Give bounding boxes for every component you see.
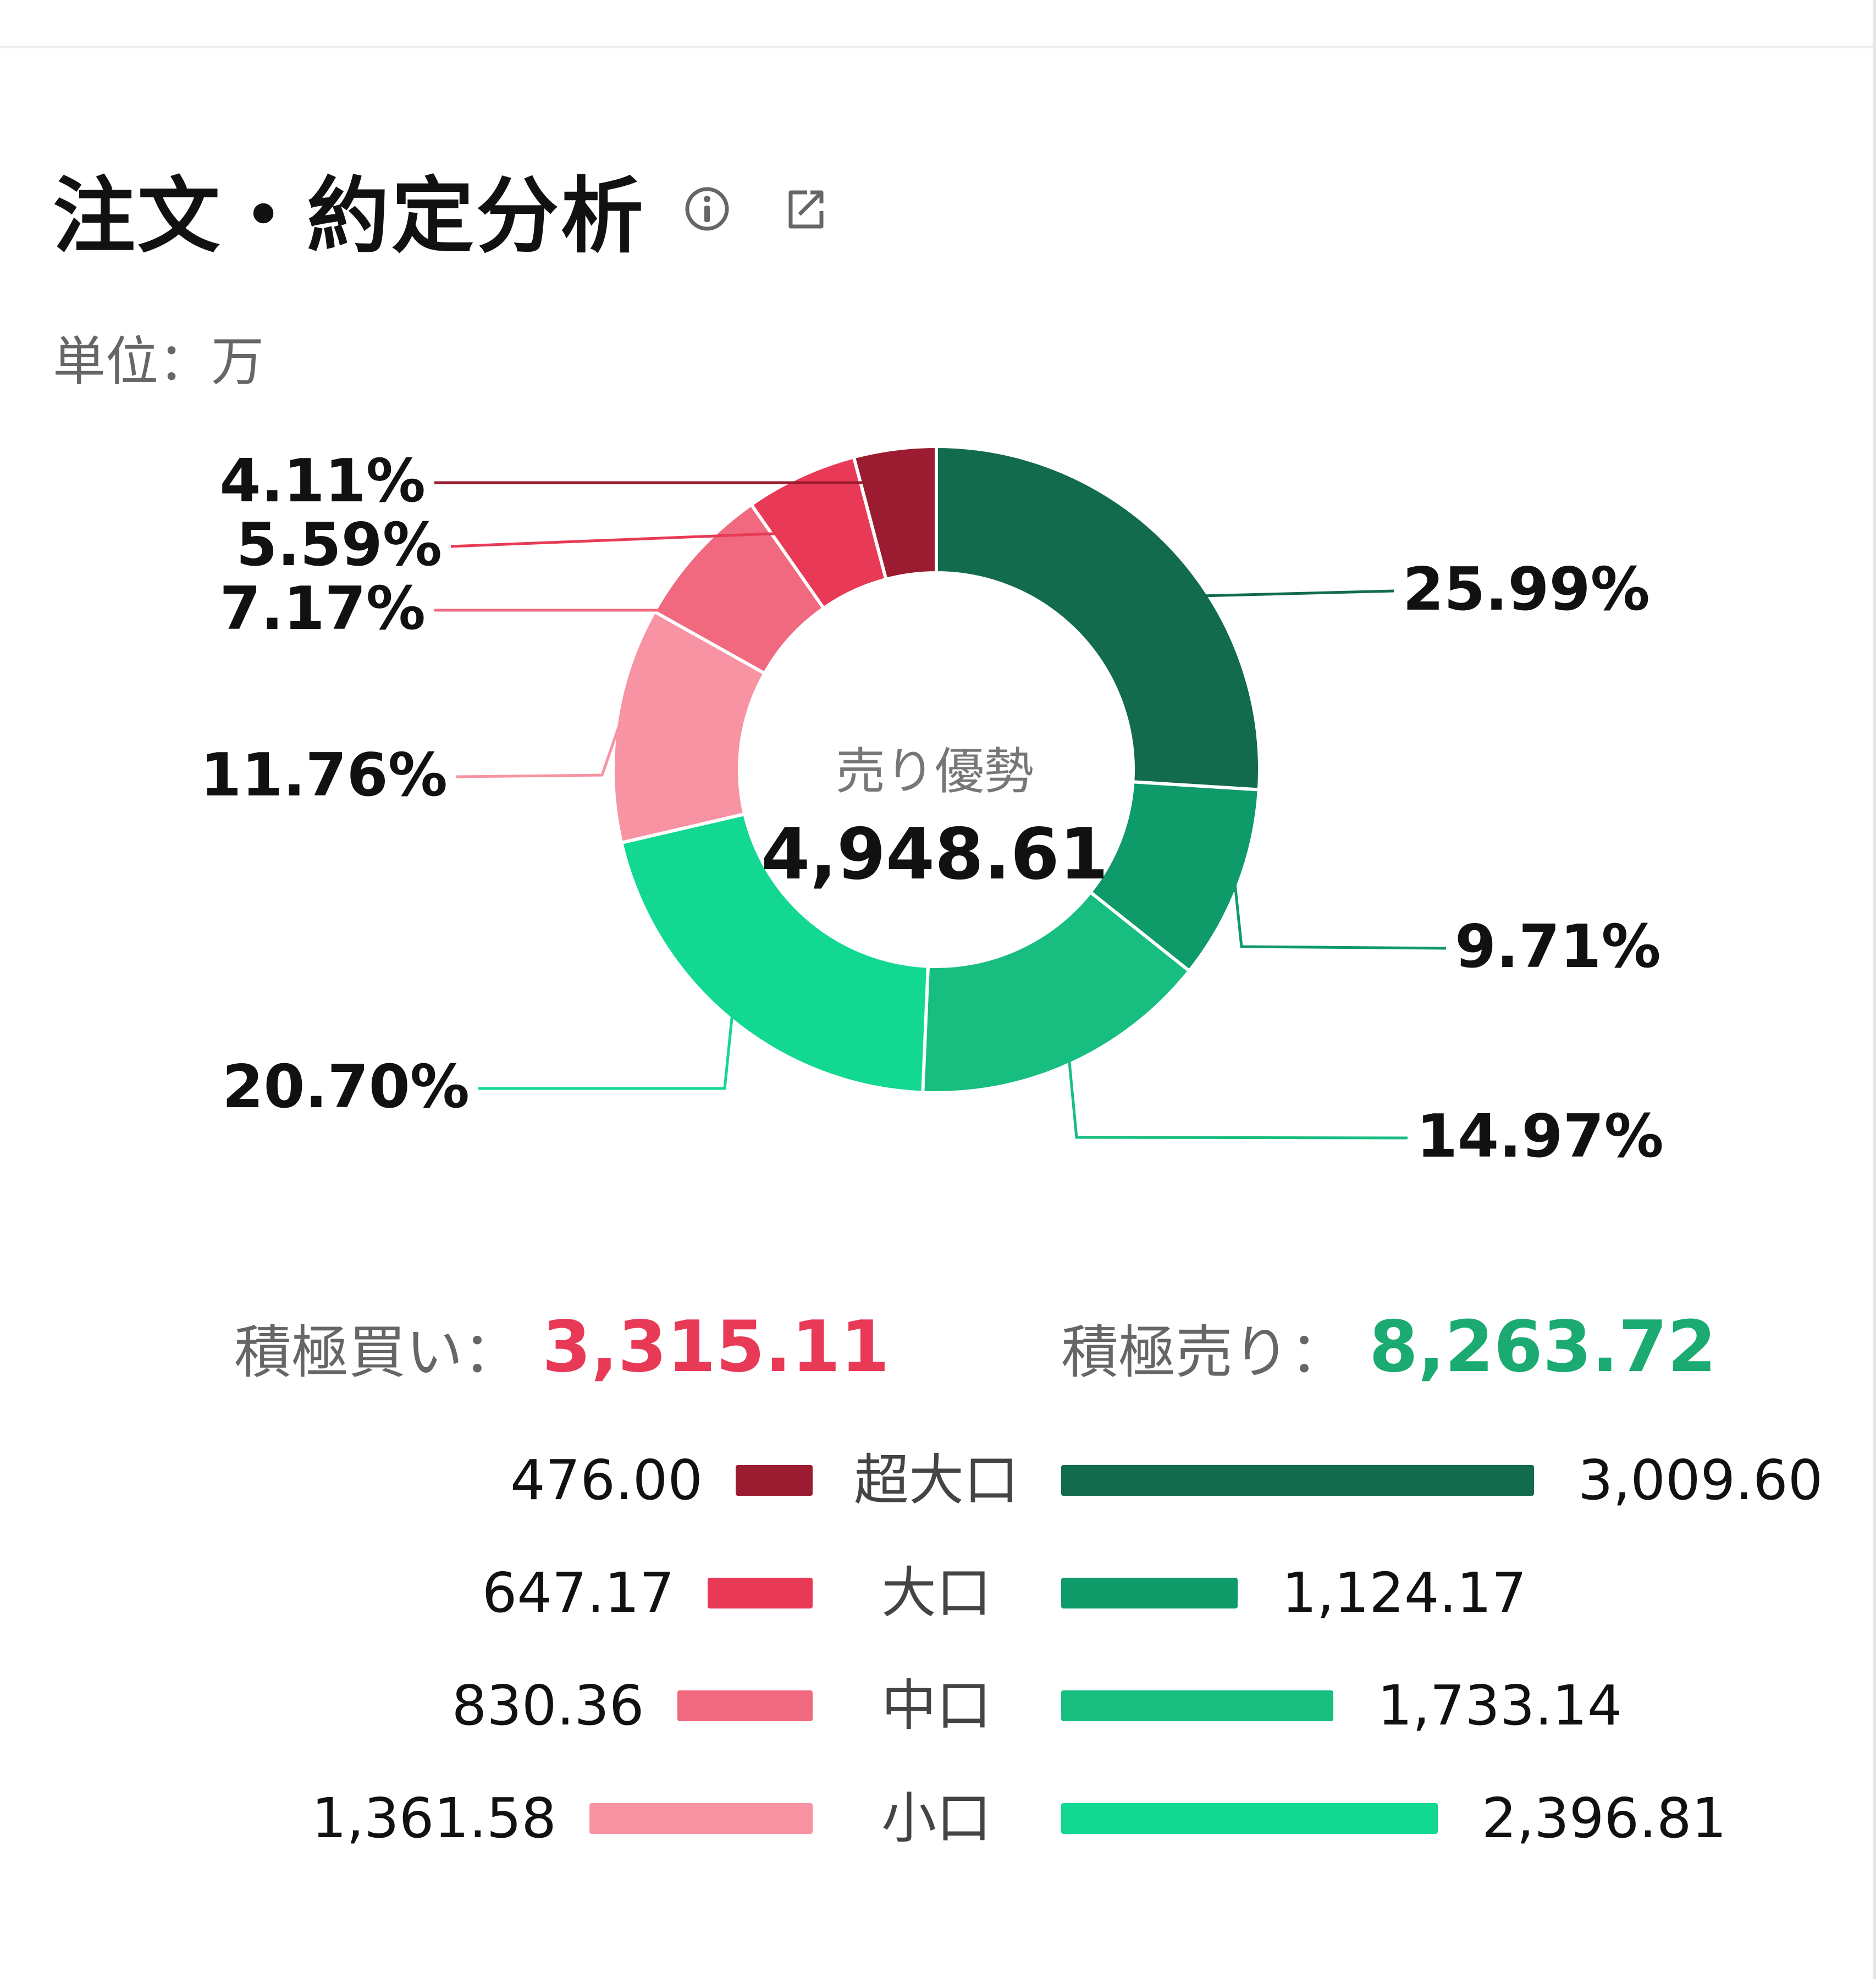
sell-bar (1061, 1578, 1238, 1608)
sell-total: 積極売り： 8,263.72 (1061, 1303, 1717, 1391)
info-icon[interactable] (684, 186, 730, 232)
row-category-label: 超大口 (854, 1448, 1019, 1512)
buy-value: 1,361.58 (311, 1786, 556, 1850)
donut-chart (434, 444, 1447, 1140)
leader-line (1233, 884, 1447, 950)
sell-value: 3,009.60 (1578, 1448, 1823, 1512)
slice-percent-label: 14.97% (1416, 1102, 1664, 1171)
buy-total-value: 3,315.11 (542, 1306, 890, 1388)
donut-slice (619, 812, 930, 1094)
slice-percent-label: 11.76% (200, 741, 448, 810)
share-icon[interactable] (783, 186, 829, 232)
row-category-label: 大口 (881, 1561, 991, 1625)
buy-bar (677, 1690, 813, 1721)
right-edge (1873, 0, 1876, 1979)
slice-percent-label: 7.17% (219, 574, 426, 643)
leader-line (434, 554, 700, 612)
donut-slice (852, 444, 938, 582)
unit-label: 単位：万 (53, 331, 264, 393)
buy-bar (736, 1465, 813, 1496)
donut-center-label: 売り優勢 (836, 743, 1034, 800)
buy-total-label: 積極買い： (234, 1318, 521, 1386)
top-divider (0, 46, 1876, 48)
leader-line (450, 479, 815, 548)
leader-line (1068, 1060, 1408, 1140)
buy-value: 647.17 (482, 1561, 675, 1625)
row-category-label: 中口 (881, 1673, 991, 1738)
donut-slice (935, 444, 1261, 792)
section-title: 注文・約定分析 (53, 168, 646, 264)
row-category-label: 小口 (881, 1786, 991, 1850)
sell-total-value: 8,263.72 (1369, 1306, 1717, 1388)
buy-value: 476.00 (510, 1448, 703, 1512)
sell-bar (1061, 1690, 1334, 1721)
buy-total: 積極買い： 3,315.11 (234, 1303, 890, 1391)
leader-line (478, 1015, 733, 1090)
donut-slice (611, 609, 767, 845)
sell-bar (1061, 1803, 1438, 1834)
slice-percent-label: 9.71% (1455, 913, 1661, 981)
leader-line (434, 452, 897, 484)
sell-bar (1061, 1465, 1534, 1496)
leader-line (1168, 550, 1394, 598)
buy-value: 830.36 (451, 1673, 644, 1738)
sell-value: 2,396.81 (1481, 1786, 1727, 1850)
sell-value: 1,124.17 (1282, 1561, 1527, 1625)
sell-value: 1,733.14 (1377, 1673, 1623, 1738)
section-header: 注文・約定分析 (53, 159, 829, 264)
sell-total-label: 積極売り： (1061, 1318, 1348, 1386)
slice-percent-label: 4.11% (219, 447, 426, 516)
buy-bar (589, 1803, 813, 1834)
donut-slice (921, 889, 1192, 1094)
slice-percent-label: 5.59% (236, 511, 442, 579)
donut-center-value: 4,948.61 (761, 814, 1108, 895)
slice-percent-label: 25.99% (1403, 555, 1650, 624)
slice-percent-label: 20.70% (222, 1053, 470, 1121)
buy-bar (707, 1578, 813, 1608)
leader-line (456, 724, 621, 778)
